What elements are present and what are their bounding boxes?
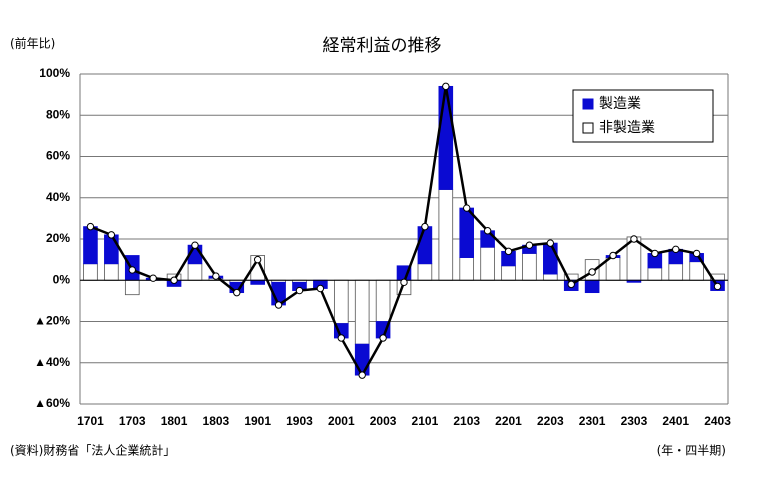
y-tick-label: 0%: [53, 272, 71, 286]
total-point: [170, 276, 178, 284]
x-tick-label: 1903: [286, 414, 313, 428]
bar: [438, 85, 454, 190]
total-point: [212, 272, 220, 280]
total-point: [567, 280, 575, 289]
total-point: [253, 255, 262, 264]
total-point: [149, 274, 157, 282]
x-tick-label: 2101: [412, 414, 439, 428]
x-tick-label: 2303: [621, 414, 648, 428]
legend-label: 製造業: [599, 96, 641, 112]
total-point: [692, 249, 701, 258]
bar: [104, 234, 119, 265]
total-point: [588, 268, 596, 276]
bar: [459, 257, 475, 281]
y-tick-label: ▲60%: [34, 396, 70, 410]
legend-swatch: [582, 122, 594, 134]
total-point: [379, 334, 387, 342]
x-tick-label: 2403: [704, 414, 731, 428]
total-point: [504, 247, 513, 256]
total-point: [316, 284, 325, 293]
x-tick-label: 2003: [370, 414, 397, 428]
y-tick-label: 80%: [46, 107, 70, 121]
bar: [104, 263, 119, 281]
bar: [375, 279, 391, 322]
x-tick-label: 2203: [537, 414, 564, 428]
total-point: [609, 251, 617, 260]
bar: [647, 267, 663, 281]
y-tick-label: ▲40%: [34, 355, 70, 369]
bar: [417, 226, 433, 265]
x-tick-label: 1901: [244, 414, 271, 428]
total-point: [442, 82, 450, 91]
bar: [543, 273, 558, 281]
bar: [354, 279, 370, 345]
bar: [417, 263, 433, 281]
bar: [543, 242, 558, 275]
bar: [83, 263, 98, 281]
chart-title: 経常利益の推移: [323, 36, 442, 56]
x-unit: (年・四半期): [657, 444, 726, 458]
total-point: [107, 231, 116, 239]
total-point: [651, 249, 659, 258]
legend-swatch: [582, 98, 594, 110]
total-point: [630, 235, 638, 243]
total-point: [128, 266, 136, 274]
x-tick-label: 2103: [453, 414, 480, 428]
y-tick-label: 40%: [46, 190, 70, 204]
x-tick-label: 2201: [495, 414, 522, 428]
total-point: [672, 245, 680, 254]
bar: [438, 189, 454, 281]
x-tick-label: 1801: [161, 414, 188, 428]
x-tick-label: 1803: [203, 414, 230, 428]
y-tick-label: 100%: [39, 66, 70, 80]
bar: [605, 257, 621, 281]
legend-label: 非製造業: [599, 120, 655, 136]
bar: [187, 263, 203, 281]
total-point: [295, 286, 304, 295]
legend-box: [572, 89, 714, 143]
total-point: [483, 227, 492, 235]
total-point: [233, 288, 241, 297]
bar: [480, 246, 495, 281]
bar: [522, 253, 537, 281]
total-point: [525, 241, 534, 249]
total-point: [274, 301, 283, 309]
bar: [333, 279, 349, 324]
y-unit: (前年比): [10, 36, 55, 51]
source: (資料)財務省「法人企業統計」: [10, 443, 175, 458]
bar: [668, 263, 684, 281]
total-point: [421, 222, 429, 231]
x-tick-label: 2001: [328, 414, 355, 428]
total-point: [546, 239, 555, 247]
bar: [584, 279, 600, 294]
total-point: [400, 278, 408, 287]
bar: [83, 226, 98, 265]
total-point: [358, 371, 366, 379]
x-tick-label: 1703: [119, 414, 146, 428]
bar: [689, 261, 704, 281]
bar: [501, 265, 516, 281]
y-tick-label: 20%: [46, 231, 70, 245]
x-tick-label: 2301: [579, 414, 606, 428]
x-tick-label: 2401: [662, 414, 689, 428]
total-point: [86, 222, 95, 231]
y-tick-label: ▲20%: [34, 314, 70, 328]
bar: [124, 279, 140, 296]
bar: [354, 343, 370, 376]
bar: [250, 279, 265, 285]
total-point: [191, 241, 199, 249]
x-tick-label: 1701: [77, 414, 104, 428]
bar: [459, 207, 475, 258]
y-tick-label: 60%: [46, 149, 70, 163]
total-point: [463, 204, 471, 212]
total-point: [337, 334, 345, 342]
total-point: [713, 282, 722, 291]
